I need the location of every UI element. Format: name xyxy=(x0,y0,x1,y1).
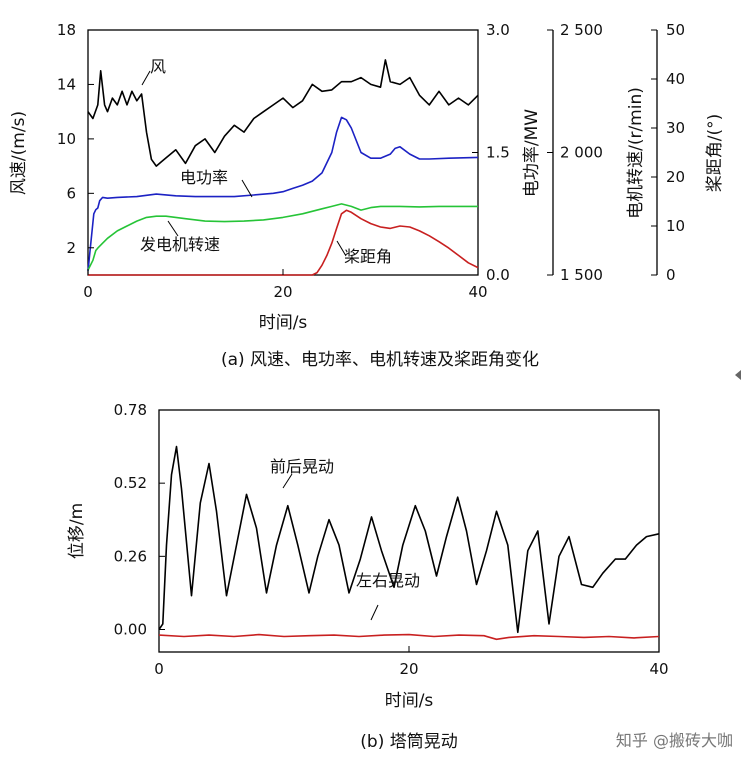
power-axis-label: 电功率/MW xyxy=(522,109,542,197)
pitch-tick-label: 20 xyxy=(666,168,685,186)
chart-b-ticks-group: 0 20 40 0.00 0.26 0.52 0.78 xyxy=(114,401,669,678)
y-tick-label: 0.26 xyxy=(114,547,147,565)
series-line-pitch xyxy=(88,209,479,276)
chart-b-plot-frame xyxy=(158,409,660,653)
annotation-power: 电功率 xyxy=(180,168,228,187)
wind-tick-label: 6 xyxy=(66,184,76,202)
wind-tick-label: 18 xyxy=(57,21,76,39)
annotation-side-side: 左右晃动 xyxy=(356,571,420,590)
y-tick-label: 0.52 xyxy=(114,474,147,492)
x-tick-label: 0 xyxy=(83,283,93,301)
series-line-speed xyxy=(87,203,478,271)
pitch-tick-label: 30 xyxy=(666,119,685,137)
power-tick-label: 3.0 xyxy=(486,21,510,39)
annotation-speed-leader xyxy=(167,220,179,237)
chart-b-series-group xyxy=(158,445,660,641)
annotation-wind: 风 xyxy=(150,57,166,76)
pitch-tick-label: 10 xyxy=(666,217,685,235)
chart-a-caption: (a) 风速、电功率、电机转速及桨距角变化 xyxy=(221,350,539,370)
chart-a-series-group xyxy=(87,59,479,276)
x-tick-label: 40 xyxy=(649,660,668,678)
chart-b-caption: (b) 塔筒晃动 xyxy=(360,732,457,752)
x-tick-label: 20 xyxy=(273,283,292,301)
pitch-tick-label: 50 xyxy=(666,21,685,39)
x-tick-label: 0 xyxy=(154,660,164,678)
chart-b-y-axis-label: 位移/m xyxy=(67,503,87,559)
x-tick-label: 40 xyxy=(468,283,487,301)
chart-b-x-axis-label: 时间/s xyxy=(385,691,434,711)
watermark: 知乎 @搬砖大咖 xyxy=(616,731,733,750)
wind-tick-label: 2 xyxy=(66,239,76,257)
y-tick-label: 0.78 xyxy=(114,401,147,419)
chart-a-x-axis-label: 时间/s xyxy=(259,313,308,333)
annotation-side-side-leader xyxy=(370,604,379,621)
annotation-fore-aft-leader xyxy=(282,473,293,489)
x-tick-label: 20 xyxy=(399,660,418,678)
annotation-speed: 发电机转速 xyxy=(140,235,220,254)
series-line-fore-aft xyxy=(158,445,660,634)
pitch-tick-label: 0 xyxy=(666,266,676,284)
series-line-wind xyxy=(87,59,479,167)
speed-tick-label: 2 500 xyxy=(560,21,603,39)
pitch-axis-label: 桨距角/(°) xyxy=(705,114,725,193)
wind-tick-label: 14 xyxy=(57,75,76,93)
y-tick-label: 0.00 xyxy=(114,620,147,638)
speed-axis-label: 电机转速/(r/min) xyxy=(626,87,646,219)
annotation-fore-aft: 前后晃动 xyxy=(270,457,334,476)
chart-a-ticks-group: 0 20 40 2 6 10 14 18 0.0 1.5 3.0 1 500 2 000 2 500 0 10… xyxy=(57,21,685,301)
chart-b: 0 20 40 0.00 0.26 0.52 0.78 位移/m 时间/s (b) 塔筒晃动… xyxy=(67,401,669,752)
series-line-side-side xyxy=(158,633,660,641)
annotation-pitch: 桨距角 xyxy=(344,247,392,266)
power-tick-label: 1.5 xyxy=(486,144,510,162)
series-line-power xyxy=(87,116,479,271)
annotation-power-leader xyxy=(241,179,253,198)
speed-tick-label: 1 500 xyxy=(560,266,603,284)
chart-a: 0 20 40 2 6 10 14 18 0.0 1.5 3.0 1 500 2 000 2 500 0 10… xyxy=(9,21,725,370)
side-marker-icon xyxy=(735,370,741,380)
annotation-pitch-leader xyxy=(336,240,347,257)
wind-tick-label: 10 xyxy=(57,130,76,148)
wind-axis-label: 风速/(m/s) xyxy=(9,111,29,195)
power-tick-label: 0.0 xyxy=(486,266,510,284)
annotation-wind-leader xyxy=(141,70,151,86)
pitch-tick-label: 40 xyxy=(666,70,685,88)
speed-tick-label: 2 000 xyxy=(560,144,603,162)
